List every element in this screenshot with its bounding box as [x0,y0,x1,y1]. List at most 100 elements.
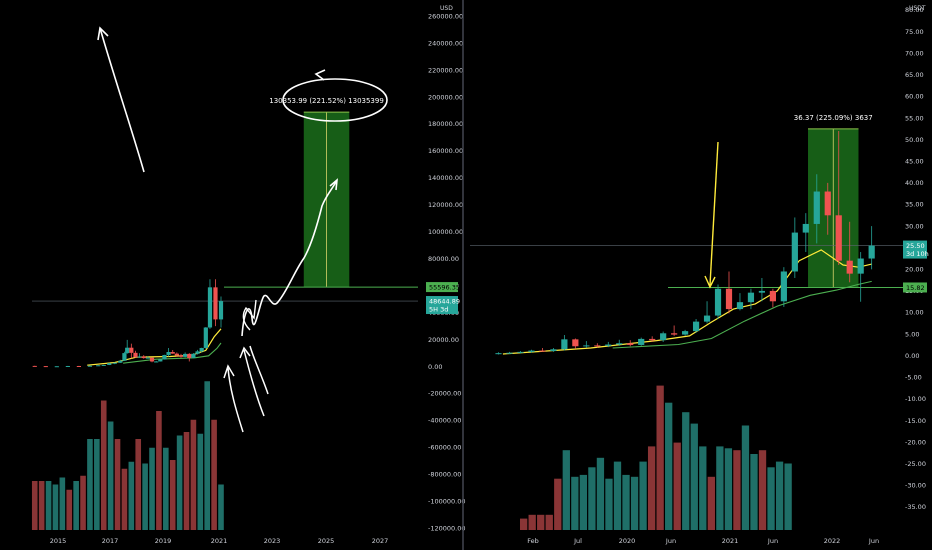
candle-body[interactable] [170,352,175,354]
price-tick-label: -60000.00 [428,444,461,452]
volume-bar [784,463,792,530]
candle-body[interactable] [141,356,146,359]
candle-body[interactable] [145,357,150,359]
candle-body[interactable] [703,315,711,322]
candle-body[interactable] [207,287,213,328]
candle-body[interactable] [125,347,130,354]
candle-body[interactable] [813,191,820,224]
candle-body[interactable] [149,357,155,362]
btc-monthly-chart[interactable]: 260000.00 240000.00 220000.00 200000.00 1800… [31,5,466,545]
candle-body[interactable] [747,292,755,303]
time-axis[interactable]: 2015 2017 2019 2021 2023 2025 2027 [50,537,389,545]
candle-body[interactable] [174,353,179,356]
price-tick-label: -30.00 [905,482,926,490]
candle-body[interactable] [594,345,601,347]
price-tick-label: 80000.00 [428,255,459,263]
candle-body[interactable] [495,353,502,355]
candle-body[interactable] [539,350,546,352]
hand-drawn-annotations [704,141,719,289]
candlesticks[interactable] [495,131,875,355]
candle-body[interactable] [87,365,93,367]
price-axis[interactable]: 80.00 75.00 70.00 65.00 60.00 55.00 50.00 45.00… [905,6,926,511]
candle-body[interactable] [780,271,787,302]
candle-body[interactable] [857,258,864,274]
candle-body[interactable] [183,353,188,357]
candle-body[interactable] [714,288,722,316]
price-tick-label: 0.00 [428,363,442,371]
candle-body[interactable] [791,232,798,272]
price-tag-label: 25.50 [906,242,925,250]
candle-body[interactable] [681,331,689,335]
candle-body[interactable] [54,366,59,368]
candle-body[interactable] [107,363,112,365]
volume-bars [31,381,224,530]
volume-bar [758,450,767,530]
candle-body[interactable] [846,260,853,274]
candle-body[interactable] [561,339,568,350]
price-range-measure[interactable] [303,111,350,288]
candle-body[interactable] [638,338,645,345]
candle-body[interactable] [528,350,535,352]
candle-body[interactable] [96,365,101,367]
candle-body[interactable] [835,215,842,261]
support-arrow-1-head [223,364,235,379]
candle-body[interactable] [137,356,142,358]
candle-body[interactable] [572,339,579,347]
price-tick-label: 75.00 [905,28,924,36]
price-tick-label: -20.00 [905,438,926,446]
candlesticks[interactable] [32,279,224,368]
candle-body[interactable] [118,360,123,363]
candle-body[interactable] [736,302,744,310]
candle-body[interactable] [692,321,700,332]
candle-body[interactable] [199,347,204,352]
candle-body[interactable] [32,365,37,367]
candle-body[interactable] [178,355,184,357]
candle-body[interactable] [802,223,809,233]
candle-body[interactable] [506,352,513,354]
token-2w-chart[interactable]: 80.00 75.00 70.00 65.00 60.00 55.00 50.00 45.00… [470,5,929,545]
candle-body[interactable] [187,353,192,358]
volume-bar [571,476,579,530]
candle-body[interactable] [583,345,590,347]
candle-body[interactable] [671,333,678,335]
price-tag-countdown: 3d 10h [906,250,929,258]
candle-body[interactable] [203,327,208,348]
candle-body[interactable] [758,290,766,293]
price-tick-label: 180000.00 [428,120,463,128]
arrow-up-stroke [99,27,145,173]
time-tick-label: 2020 [619,537,636,545]
candle-body[interactable] [195,351,200,354]
volume-bar [520,518,528,530]
candle-body[interactable] [154,361,159,363]
candle-body[interactable] [158,359,163,362]
candle-body[interactable] [166,352,171,355]
candle-body[interactable] [616,343,623,345]
volume-bar [716,446,724,530]
candle-body[interactable] [122,353,127,361]
candle-body[interactable] [213,287,218,320]
candle-body[interactable] [725,288,733,310]
candle-body[interactable] [824,191,831,216]
candle-body[interactable] [605,344,612,346]
candle-body[interactable] [550,349,557,352]
candle-body[interactable] [660,333,667,341]
candle-body[interactable] [627,343,634,345]
candle-body[interactable] [133,352,138,358]
price-tick-label: -100000.00 [428,498,466,506]
candle-body[interactable] [769,290,776,302]
candle-body[interactable] [112,362,117,364]
candle-body[interactable] [517,351,524,353]
candle-body[interactable] [218,301,224,320]
time-axis[interactable]: Feb Jul 2020 Jun 2021 Jun 2022 Jun [527,537,879,545]
candle-body[interactable] [43,366,48,368]
candle-body[interactable] [649,338,656,341]
candle-body[interactable] [101,364,106,366]
candle-body[interactable] [129,347,134,353]
candle-body[interactable] [162,354,167,360]
candle-body[interactable] [76,365,82,367]
candle-body[interactable] [191,353,196,358]
price-tick-label: 0.00 [905,352,919,360]
candle-body[interactable] [65,365,70,367]
candle-body[interactable] [868,245,875,259]
price-tick-label: 160000.00 [428,147,463,155]
